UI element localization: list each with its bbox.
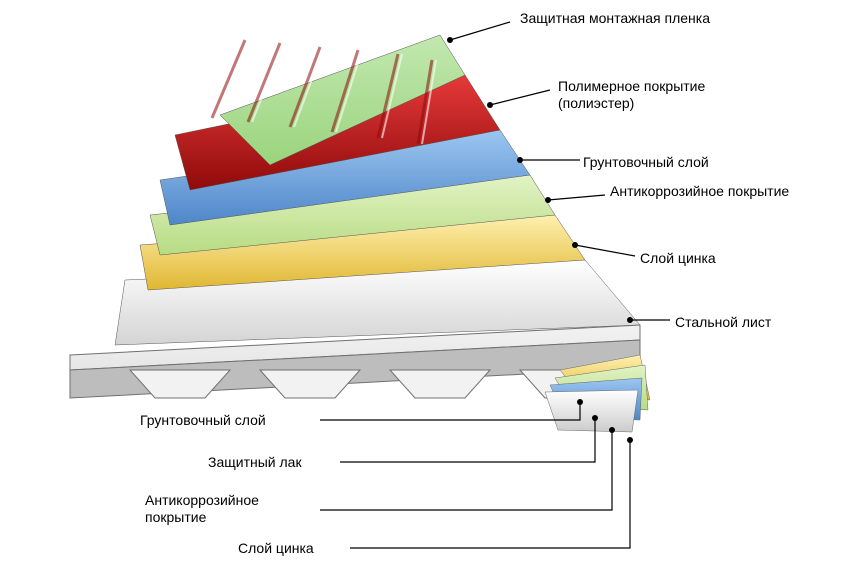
label-zinc_bottom: Слой цинка bbox=[238, 540, 314, 557]
label-primer_top: Грунтовочный слой bbox=[583, 154, 709, 171]
profile-trap bbox=[390, 370, 490, 398]
leader-line bbox=[548, 195, 605, 200]
leader-line bbox=[450, 22, 510, 40]
label-film: Защитная монтажная пленка bbox=[520, 10, 710, 27]
label-anticorr_top: Антикоррозийное покрытие bbox=[610, 183, 789, 200]
label-zinc_top: Слой цинка bbox=[640, 250, 716, 267]
label-anticorr_bottom: Антикоррозийное покрытие bbox=[145, 492, 259, 526]
label-steel: Стальной лист bbox=[675, 314, 771, 331]
leader-line bbox=[320, 402, 580, 420]
leader-line bbox=[350, 440, 630, 548]
leader-line bbox=[575, 245, 635, 256]
profile-trap bbox=[260, 370, 360, 398]
ridge-line bbox=[212, 40, 245, 118]
label-lacquer: Защитный лак bbox=[208, 454, 302, 471]
label-primer_bottom: Грунтовочный слой bbox=[140, 412, 266, 429]
leader-line bbox=[490, 90, 550, 105]
bottom-peel bbox=[545, 390, 638, 432]
label-polymer: Полимерное покрытие (полиэстер) bbox=[558, 78, 705, 112]
diagram-canvas bbox=[0, 0, 850, 567]
leader-line bbox=[320, 430, 612, 510]
